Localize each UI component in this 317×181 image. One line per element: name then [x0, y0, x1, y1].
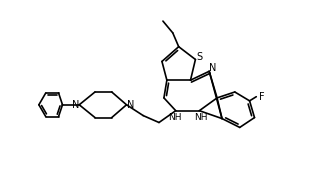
- Text: NH: NH: [195, 113, 208, 122]
- Text: F: F: [259, 92, 265, 102]
- Text: NH: NH: [168, 113, 182, 122]
- Text: S: S: [196, 52, 203, 62]
- Text: N: N: [72, 100, 79, 110]
- Text: N: N: [127, 100, 134, 110]
- Text: N: N: [210, 63, 217, 73]
